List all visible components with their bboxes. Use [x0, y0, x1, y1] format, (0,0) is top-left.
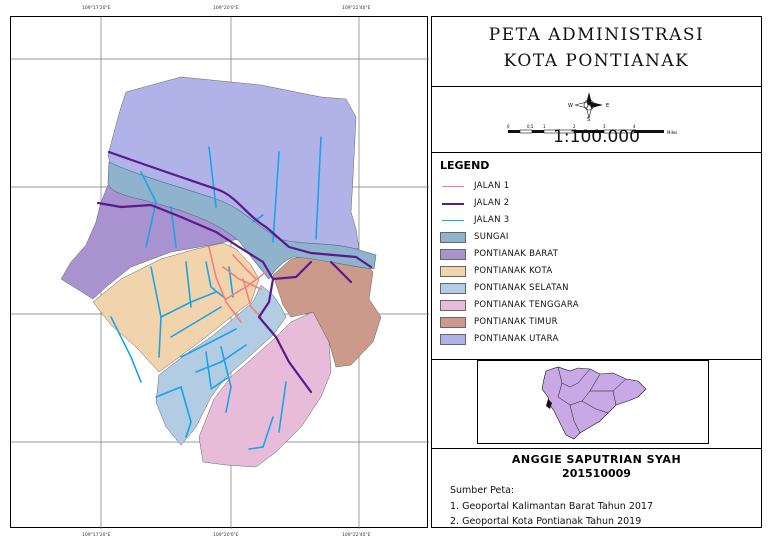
- legend-area-swatch: [440, 282, 466, 294]
- source-item-1: 1. Geoportal Kalimantan Barat Tahun 2017: [450, 501, 654, 512]
- legend-item: JALAN 2: [440, 197, 510, 209]
- legend-item: PONTIANAK TENGGARA: [440, 299, 579, 311]
- grid-label-bottom-3: 109°22'40"E: [342, 533, 371, 538]
- legend-area-swatch: [440, 248, 466, 260]
- legend-line-swatch: [440, 181, 466, 192]
- scale-tick-label: 1: [543, 124, 546, 129]
- legend-item-label: PONTIANAK TENGGARA: [474, 300, 579, 310]
- roads-jalan-1: [208, 246, 267, 323]
- grid-label-top-2: 109°20'0"E: [213, 6, 239, 11]
- legend-area-swatch: [440, 299, 466, 311]
- district-pontianak-kota: [92, 242, 260, 373]
- west-kalimantan-inset: [541, 366, 647, 440]
- legend-item-label: JALAN 1: [474, 181, 510, 191]
- map-title-line-1: PETA ADMINISTRASI: [488, 25, 705, 45]
- title-section: PETA ADMINISTRASI KOTA PONTIANAK: [432, 17, 761, 87]
- compass-letter-s: S: [587, 117, 590, 121]
- scale-bar: 0 0,5 1 2 3 4 Miles: [507, 124, 677, 135]
- grid-label-top-3: 109°22'40"E: [342, 6, 371, 11]
- legend-area-swatch: [440, 316, 466, 328]
- scale-ratio: 1:100.000: [553, 127, 640, 147]
- legend-item-label: PONTIANAK UTARA: [474, 334, 559, 344]
- legend-item-label: JALAN 2: [474, 198, 510, 208]
- legend-area-swatch: [440, 265, 466, 277]
- river-sungai: [107, 161, 377, 280]
- compass-letter-w: W: [568, 103, 573, 109]
- legend-item-label: PONTIANAK SELATAN: [474, 283, 569, 293]
- scale-tick-label: 0,5: [527, 124, 534, 129]
- author-section: ANGGIE SAPUTRIAN SYAH 201510009 Sumber P…: [432, 449, 761, 529]
- district-pontianak-tenggara: [198, 311, 332, 468]
- legend-section: LEGEND JALAN 1 JALAN 2 JALAN 3 SUNGAI PONTIA…: [432, 153, 761, 360]
- legend-area-swatch: [440, 333, 466, 345]
- compass-rose-icon: W E S: [568, 92, 609, 121]
- compass-letter-e: E: [606, 103, 609, 109]
- district-pontianak-selatan: [155, 284, 287, 446]
- legend-item: JALAN 1: [440, 180, 510, 192]
- map-frame: [10, 16, 429, 529]
- legend-line-swatch: [440, 215, 466, 226]
- grid-label-bottom-1: 109°17'20"E: [82, 533, 111, 538]
- source-item-2: 2. Geoportal Kota Pontianak Tahun 2019: [450, 516, 642, 527]
- scale-tick-label: 3: [603, 124, 606, 129]
- legend-item: PONTIANAK BARAT: [440, 248, 558, 260]
- map-title-line-2: KOTA PONTIANAK: [503, 51, 690, 71]
- legend-item-label: SUNGAI: [474, 232, 509, 242]
- roads-jalan-3: [110, 136, 322, 450]
- inset-map: [477, 360, 709, 444]
- scale-tick-label: 0: [507, 124, 510, 129]
- legend-item: JALAN 3: [440, 214, 510, 226]
- scale-tick-label: 4: [633, 124, 636, 129]
- grid-label-bottom-2: 109°20'0"E: [213, 533, 239, 538]
- legend-area-swatch: [440, 231, 466, 243]
- legend-item-label: PONTIANAK BARAT: [474, 249, 559, 259]
- legend-line-swatch: [440, 198, 466, 209]
- legend-item: SUNGAI: [440, 231, 509, 243]
- legend-item: PONTIANAK SELATAN: [440, 282, 569, 294]
- legend-item-label: JALAN 3: [474, 215, 510, 225]
- author-id: 201510009: [562, 467, 631, 480]
- legend-title: LEGEND: [440, 159, 490, 172]
- inset-section: [432, 360, 761, 449]
- legend-item: PONTIANAK UTARA: [440, 333, 559, 345]
- legend-item-label: PONTIANAK KOTA: [474, 266, 553, 276]
- legend-item-label: PONTIANAK TIMUR: [474, 317, 558, 327]
- legend-item: PONTIANAK TIMUR: [440, 316, 558, 328]
- city-map: [11, 17, 429, 529]
- legend-item: PONTIANAK KOTA: [440, 265, 552, 277]
- scale-section: W E S 0 0,5 1 2 3 4 Miles 1:100.000: [432, 87, 761, 153]
- author-name: ANGGIE SAPUTRIAN SYAH: [511, 453, 682, 466]
- scale-tick-label: 2: [573, 124, 576, 129]
- roads-jalan-2: [96, 150, 373, 394]
- scale-unit-label: Miles: [667, 130, 677, 135]
- grid-label-top-1: 109°17'20"E: [82, 6, 111, 11]
- map-layout-panel: PETA ADMINISTRASI KOTA PONTIANAK W E S 0…: [431, 16, 762, 528]
- sources-heading: Sumber Peta:: [450, 485, 515, 496]
